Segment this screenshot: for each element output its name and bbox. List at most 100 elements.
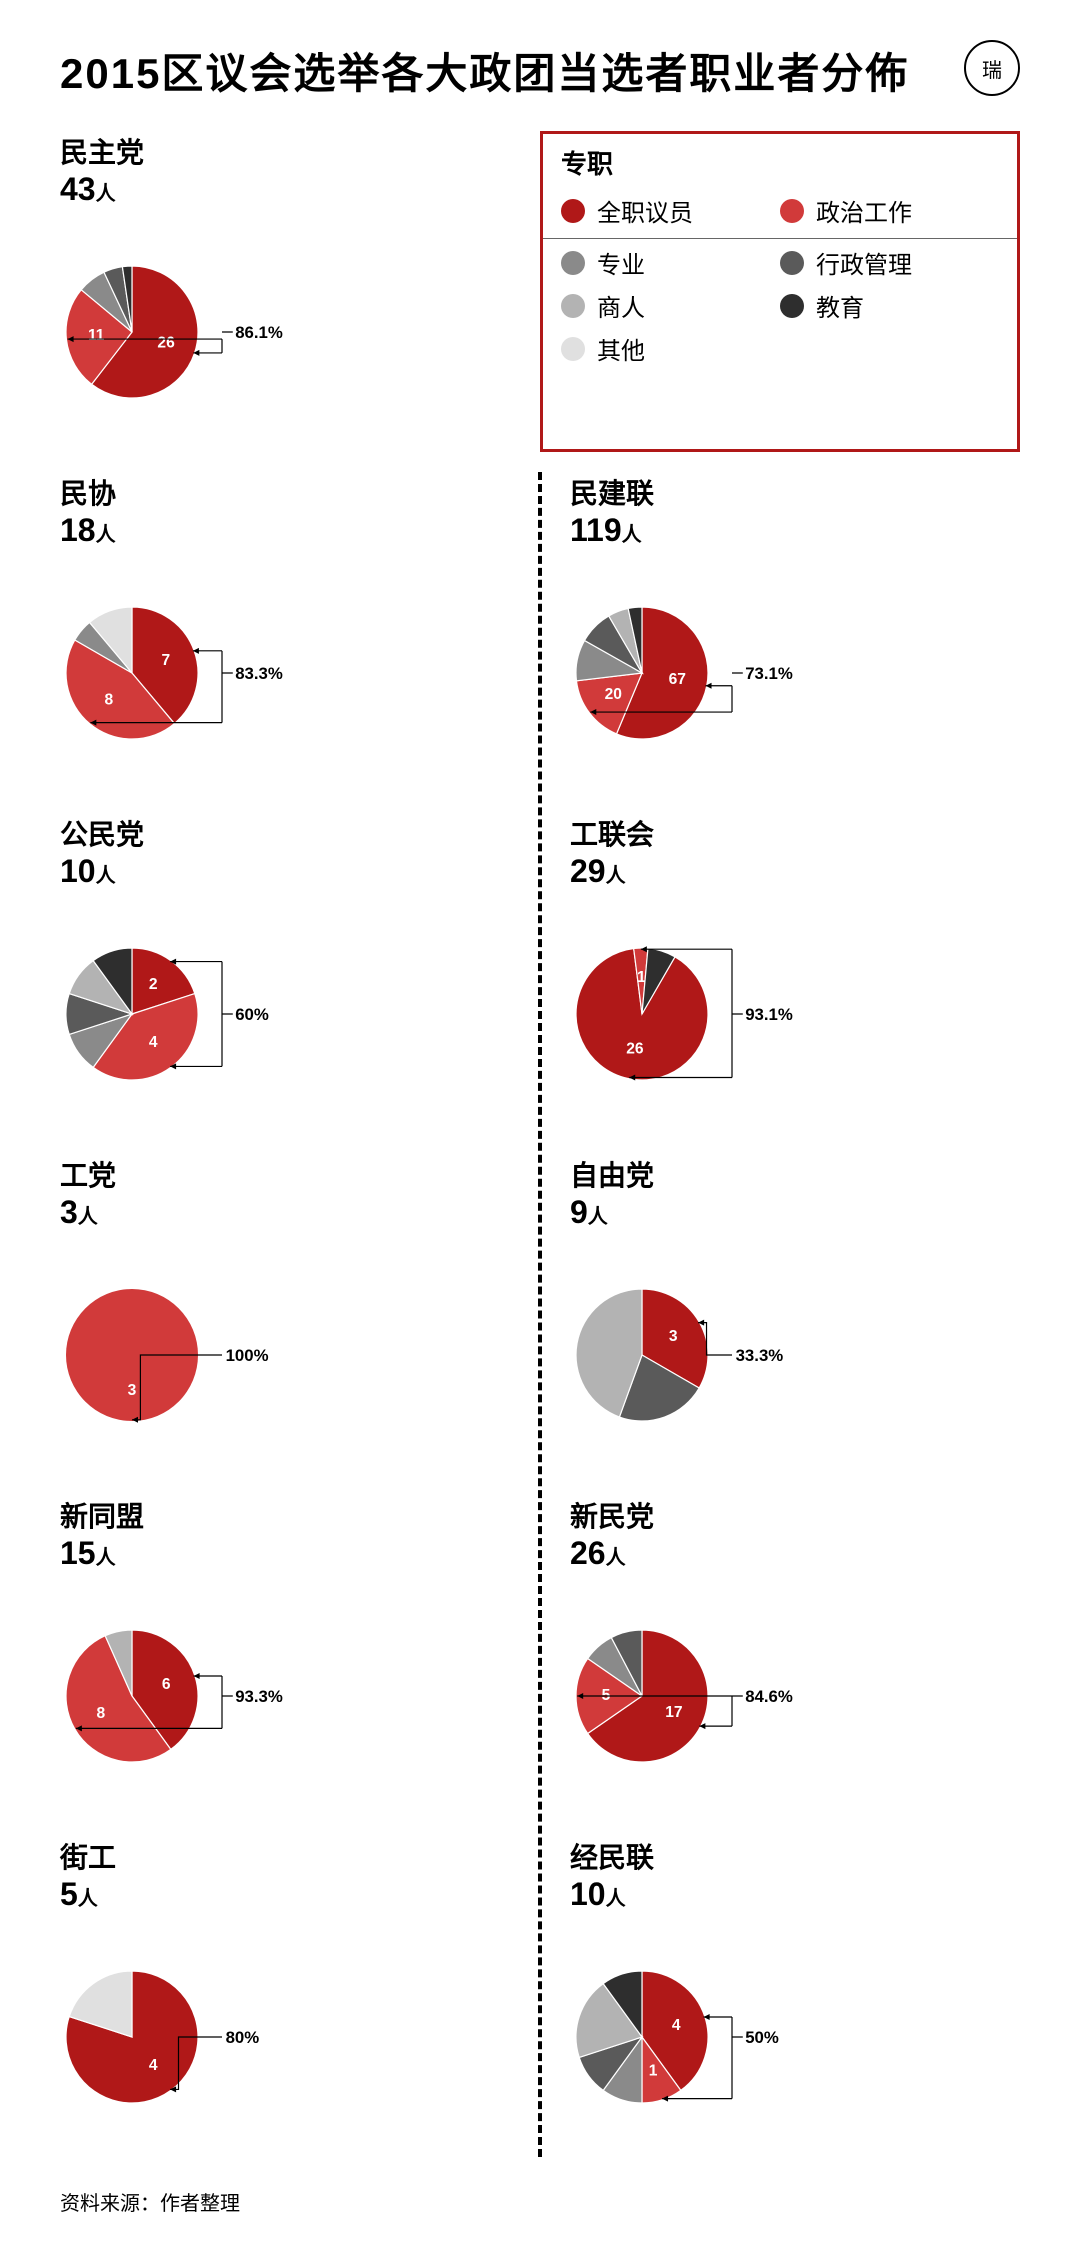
slice-value-label: 20 <box>605 686 623 703</box>
legend-swatch <box>780 251 804 275</box>
pie-chart: 3100% <box>60 1235 300 1475</box>
pie-wrap: 17584.6% <box>570 1576 1020 1816</box>
party-total: 3人 <box>60 1194 510 1231</box>
callout-bracket <box>222 332 233 353</box>
pie-wrap: 3 33.3% <box>570 1235 1020 1475</box>
party-total: 119人 <box>570 512 1020 549</box>
legend: 专职 全职议员政治工作 专业行政管理商人教育其他 <box>540 131 1020 452</box>
party-block: 经民联 10人 4 1 50% <box>570 1836 1020 2157</box>
pie-chart: 2 4 60% <box>60 894 300 1134</box>
slice-value-label: 4 <box>149 1034 158 1051</box>
pie-chart: 4 80% <box>60 1917 300 2157</box>
pie-chart: 3 33.3% <box>570 1235 810 1475</box>
legend-label: 全职议员 <box>597 193 693 228</box>
party-block: 工党 3人3100% <box>60 1154 510 1475</box>
party-name: 工党 <box>60 1154 510 1194</box>
slice-value-label: 26 <box>626 1040 644 1057</box>
legend-label: 其他 <box>597 331 645 366</box>
party-header: 工党 3人 <box>60 1154 510 1231</box>
party-header: 自由党 9人 <box>570 1154 1020 1231</box>
slice-value-label: 11 <box>88 327 105 344</box>
legend-label: 行政管理 <box>816 245 912 280</box>
party-total: 15人 <box>60 1535 510 1572</box>
callout-bracket <box>222 651 233 723</box>
pie-wrap: 672073.1% <box>570 553 1020 793</box>
party-name: 街工 <box>60 1836 510 1876</box>
legend-label: 政治工作 <box>816 193 912 228</box>
legend-item: 其他 <box>561 331 780 366</box>
logo-icon: 瑞 <box>964 40 1020 96</box>
party-total: 10人 <box>60 853 510 890</box>
callout-bracket <box>732 673 743 712</box>
legend-item: 行政管理 <box>780 245 999 280</box>
legend-swatch <box>780 294 804 318</box>
callout-bracket <box>732 2017 743 2099</box>
slice-value-label: 26 <box>157 335 175 352</box>
legend-swatch <box>780 199 804 223</box>
party-header: 新民党 26人 <box>570 1495 1020 1572</box>
column-divider <box>538 472 542 2157</box>
percent-label: 60% <box>235 1005 269 1024</box>
party-total: 5人 <box>60 1876 510 1913</box>
slice-value-label: 1 <box>649 2062 658 2079</box>
party-grid: 民协 18人7883.3%民建联 119人672073.1%公民党 10人246… <box>60 472 1020 2157</box>
party-header: 民协 18人 <box>60 472 510 549</box>
legend-red-row: 全职议员 政治工作 <box>543 187 1017 238</box>
pie-wrap: 26 11 86.1% <box>60 212 300 452</box>
percent-label: 84.6% <box>745 1687 793 1706</box>
callout-bracket <box>732 949 743 1077</box>
legend-swatch <box>561 294 585 318</box>
pie-wrap: 4 80% <box>60 1917 510 2157</box>
top-row: 民主党 43人261186.1% 专职 全职议员政治工作 专业行政管理商人教育其… <box>60 131 1020 452</box>
party-total: 29人 <box>570 853 1020 890</box>
percent-label: 50% <box>745 2028 779 2047</box>
callout-bracket <box>222 962 233 1067</box>
party-header: 新同盟 15人 <box>60 1495 510 1572</box>
legend-item: 商人 <box>561 288 780 323</box>
pie-chart: 26193.1% <box>570 894 810 1134</box>
party-name: 新民党 <box>570 1495 1020 1535</box>
party-block: 自由党 9人 3 33.3% <box>570 1154 1020 1475</box>
pie-chart: 7883.3% <box>60 553 300 793</box>
callout-bracket <box>222 1676 233 1728</box>
party-name: 新同盟 <box>60 1495 510 1535</box>
slice-value-label: 4 <box>149 2057 158 2074</box>
percent-label: 73.1% <box>745 664 793 683</box>
legend-swatch <box>561 337 585 361</box>
percent-label: 80% <box>226 2028 260 2047</box>
party-header: 民主党 43人 <box>60 131 300 208</box>
party-total: 18人 <box>60 512 510 549</box>
party-header: 公民党 10人 <box>60 813 510 890</box>
party-block: 街工 5人 4 80% <box>60 1836 510 2157</box>
slice-value-label: 2 <box>149 976 158 993</box>
top-party-slot: 民主党 43人 26 11 86.1% <box>60 131 300 452</box>
party-block: 新同盟 15人6893.3% <box>60 1495 510 1816</box>
legend-label: 商人 <box>597 288 645 323</box>
slice-value-label: 3 <box>128 1382 137 1399</box>
party-total: 9人 <box>570 1194 1020 1231</box>
slice-value-label: 8 <box>105 692 114 709</box>
party-header: 经民联 10人 <box>570 1836 1020 1913</box>
slice-value-label: 17 <box>665 1704 682 1721</box>
party-block: 公民党 10人 2 4 60% <box>60 813 510 1134</box>
pie-wrap: 3100% <box>60 1235 510 1475</box>
percent-label: 93.1% <box>745 1005 793 1024</box>
party-block: 民协 18人7883.3% <box>60 472 510 793</box>
legend-swatch <box>561 199 585 223</box>
percent-label: 86.1% <box>235 323 283 342</box>
percent-label: 33.3% <box>736 1346 784 1365</box>
party-total: 10人 <box>570 1876 1020 1913</box>
legend-label: 教育 <box>816 288 864 323</box>
slice-value-label: 3 <box>669 1328 678 1345</box>
pie-chart: 4 1 50% <box>570 1917 810 2157</box>
slice-value-label: 4 <box>672 2017 681 2034</box>
party-header: 民建联 119人 <box>570 472 1020 549</box>
party-name: 民协 <box>60 472 510 512</box>
legend-item: 专业 <box>561 245 780 280</box>
party-name: 经民联 <box>570 1836 1020 1876</box>
party-header: 街工 5人 <box>60 1836 510 1913</box>
party-block: 工联会 29人26193.1% <box>570 813 1020 1134</box>
slice-value-label: 7 <box>161 652 170 669</box>
header: 2015区议会选举各大政团当选者职业者分佈 瑞 <box>60 40 1020 101</box>
party-block: 民主党 43人 26 11 86.1% <box>60 131 300 452</box>
